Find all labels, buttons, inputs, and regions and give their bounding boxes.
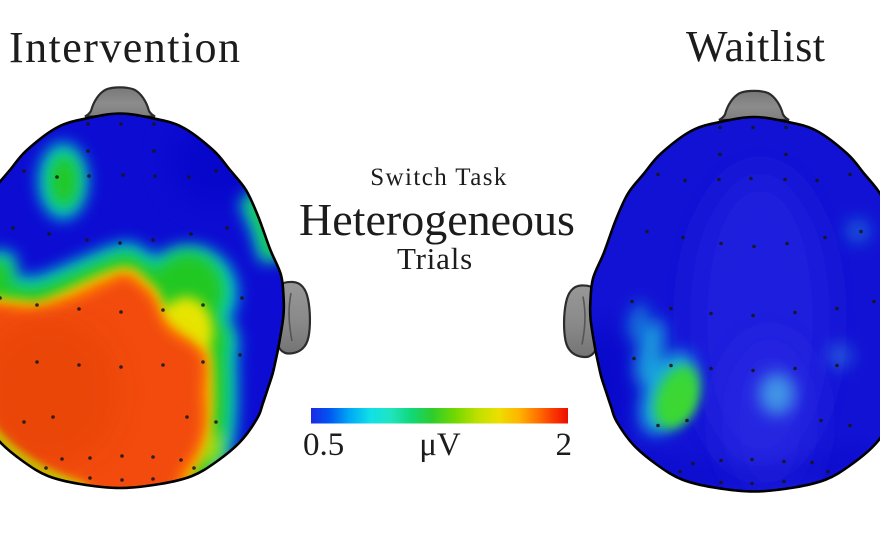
svg-text:Trials: Trials xyxy=(397,241,473,276)
svg-text:Heterogeneous: Heterogeneous xyxy=(299,194,575,245)
svg-text:Waitlist: Waitlist xyxy=(686,22,825,71)
svg-text:μV: μV xyxy=(419,427,461,463)
svg-text:Intervention: Intervention xyxy=(9,23,240,72)
svg-text:0.5: 0.5 xyxy=(303,427,344,463)
svg-text:Switch Task: Switch Task xyxy=(370,164,508,191)
svg-text:2: 2 xyxy=(556,427,573,463)
